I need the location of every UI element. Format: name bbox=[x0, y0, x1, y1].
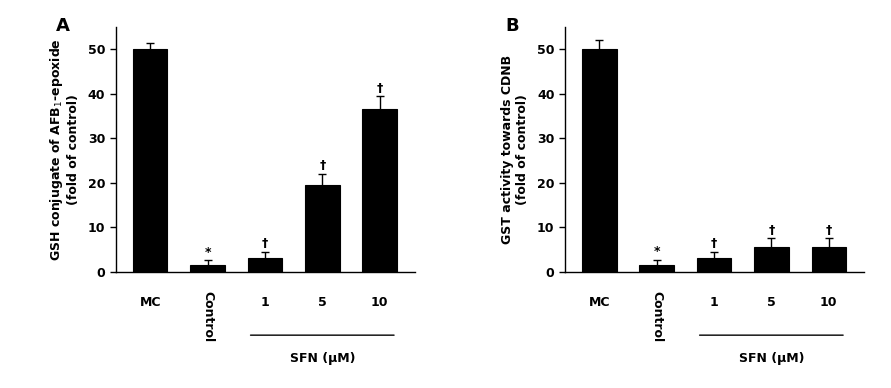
Text: 10: 10 bbox=[820, 296, 838, 309]
Bar bbox=[133, 49, 168, 272]
Bar bbox=[191, 265, 225, 272]
Text: *: * bbox=[653, 245, 660, 258]
Text: MC: MC bbox=[589, 296, 610, 309]
Text: 1: 1 bbox=[709, 296, 718, 309]
Text: MC: MC bbox=[140, 296, 161, 309]
Text: 1: 1 bbox=[260, 296, 269, 309]
Text: 5: 5 bbox=[318, 296, 327, 309]
Bar bbox=[697, 258, 732, 272]
Bar bbox=[305, 185, 339, 272]
Text: A: A bbox=[56, 17, 69, 35]
Text: SFN (μM): SFN (μM) bbox=[739, 352, 804, 365]
Text: B: B bbox=[505, 17, 519, 35]
Y-axis label: GST activity towards CDNB
(fold of control): GST activity towards CDNB (fold of contr… bbox=[501, 55, 528, 244]
Text: Control: Control bbox=[201, 291, 214, 342]
Text: †: † bbox=[768, 224, 774, 237]
Text: †: † bbox=[826, 224, 832, 237]
Bar bbox=[754, 247, 789, 272]
Bar bbox=[812, 247, 846, 272]
Text: *: * bbox=[204, 246, 211, 259]
Bar bbox=[363, 109, 396, 272]
Text: †: † bbox=[319, 159, 325, 173]
Text: 5: 5 bbox=[767, 296, 776, 309]
Text: †: † bbox=[262, 237, 268, 250]
Bar bbox=[582, 49, 617, 272]
Bar bbox=[248, 258, 282, 272]
Text: 10: 10 bbox=[371, 296, 388, 309]
Y-axis label: GSH conjugate of AFB$_1$-epoxide
(fold of control): GSH conjugate of AFB$_1$-epoxide (fold o… bbox=[47, 38, 79, 261]
Text: Control: Control bbox=[650, 291, 663, 342]
Text: †: † bbox=[377, 82, 383, 95]
Bar bbox=[640, 265, 674, 272]
Text: SFN (μM): SFN (μM) bbox=[290, 352, 355, 365]
Text: †: † bbox=[711, 237, 717, 250]
